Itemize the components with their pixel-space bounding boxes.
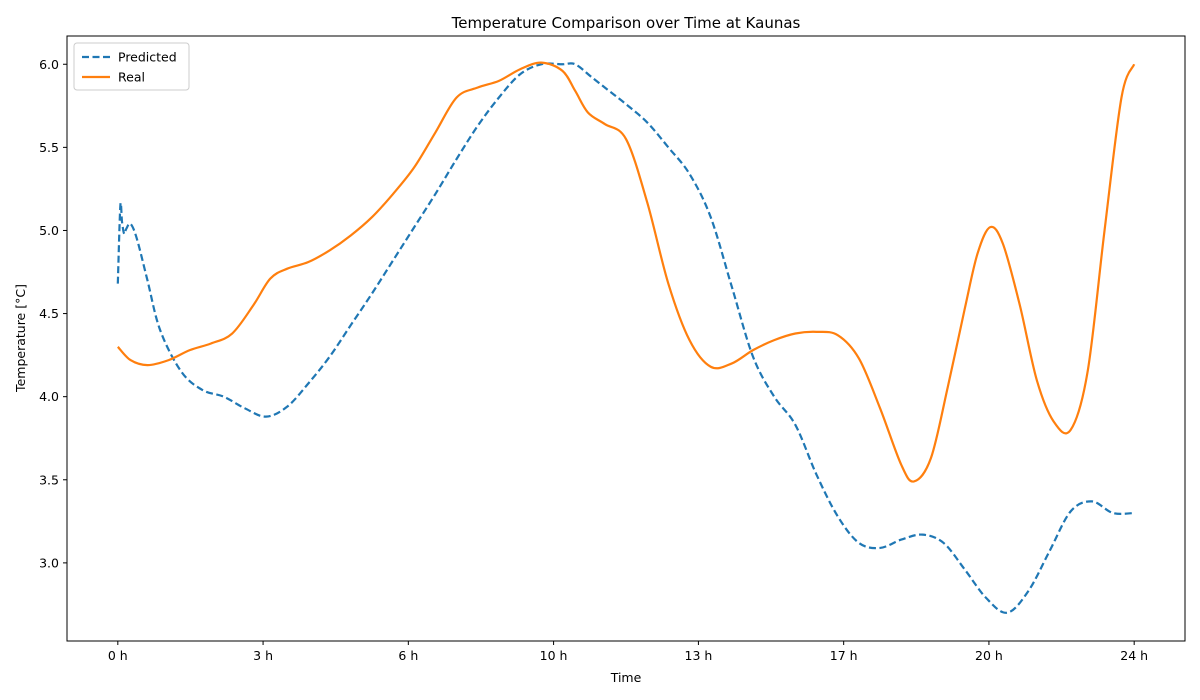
x-tick-label: 10 h	[540, 648, 568, 663]
x-axis-label: Time	[610, 670, 642, 685]
y-tick-label: 3.0	[39, 555, 59, 570]
chart-title: Temperature Comparison over Time at Kaun…	[451, 14, 801, 32]
y-axis-label: Temperature [°C]	[13, 284, 28, 393]
legend-predicted-label: Predicted	[118, 50, 177, 65]
y-tick-label: 5.0	[39, 223, 59, 238]
y-tick-label: 3.5	[39, 472, 59, 487]
x-tick-label: 24 h	[1120, 648, 1148, 663]
legend-real-label: Real	[118, 70, 145, 85]
x-tick-label: 20 h	[975, 648, 1003, 663]
x-tick-label: 6 h	[398, 648, 418, 663]
x-tick-label: 13 h	[685, 648, 713, 663]
y-tick-label: 4.0	[39, 389, 59, 404]
y-tick-label: 4.5	[39, 306, 59, 321]
y-tick-label: 6.0	[39, 57, 59, 72]
x-tick-label: 3 h	[253, 648, 273, 663]
x-tick-label: 17 h	[830, 648, 858, 663]
y-tick-label: 5.5	[39, 140, 59, 155]
x-tick-label: 0 h	[108, 648, 128, 663]
legend: Predicted Real	[74, 43, 189, 90]
